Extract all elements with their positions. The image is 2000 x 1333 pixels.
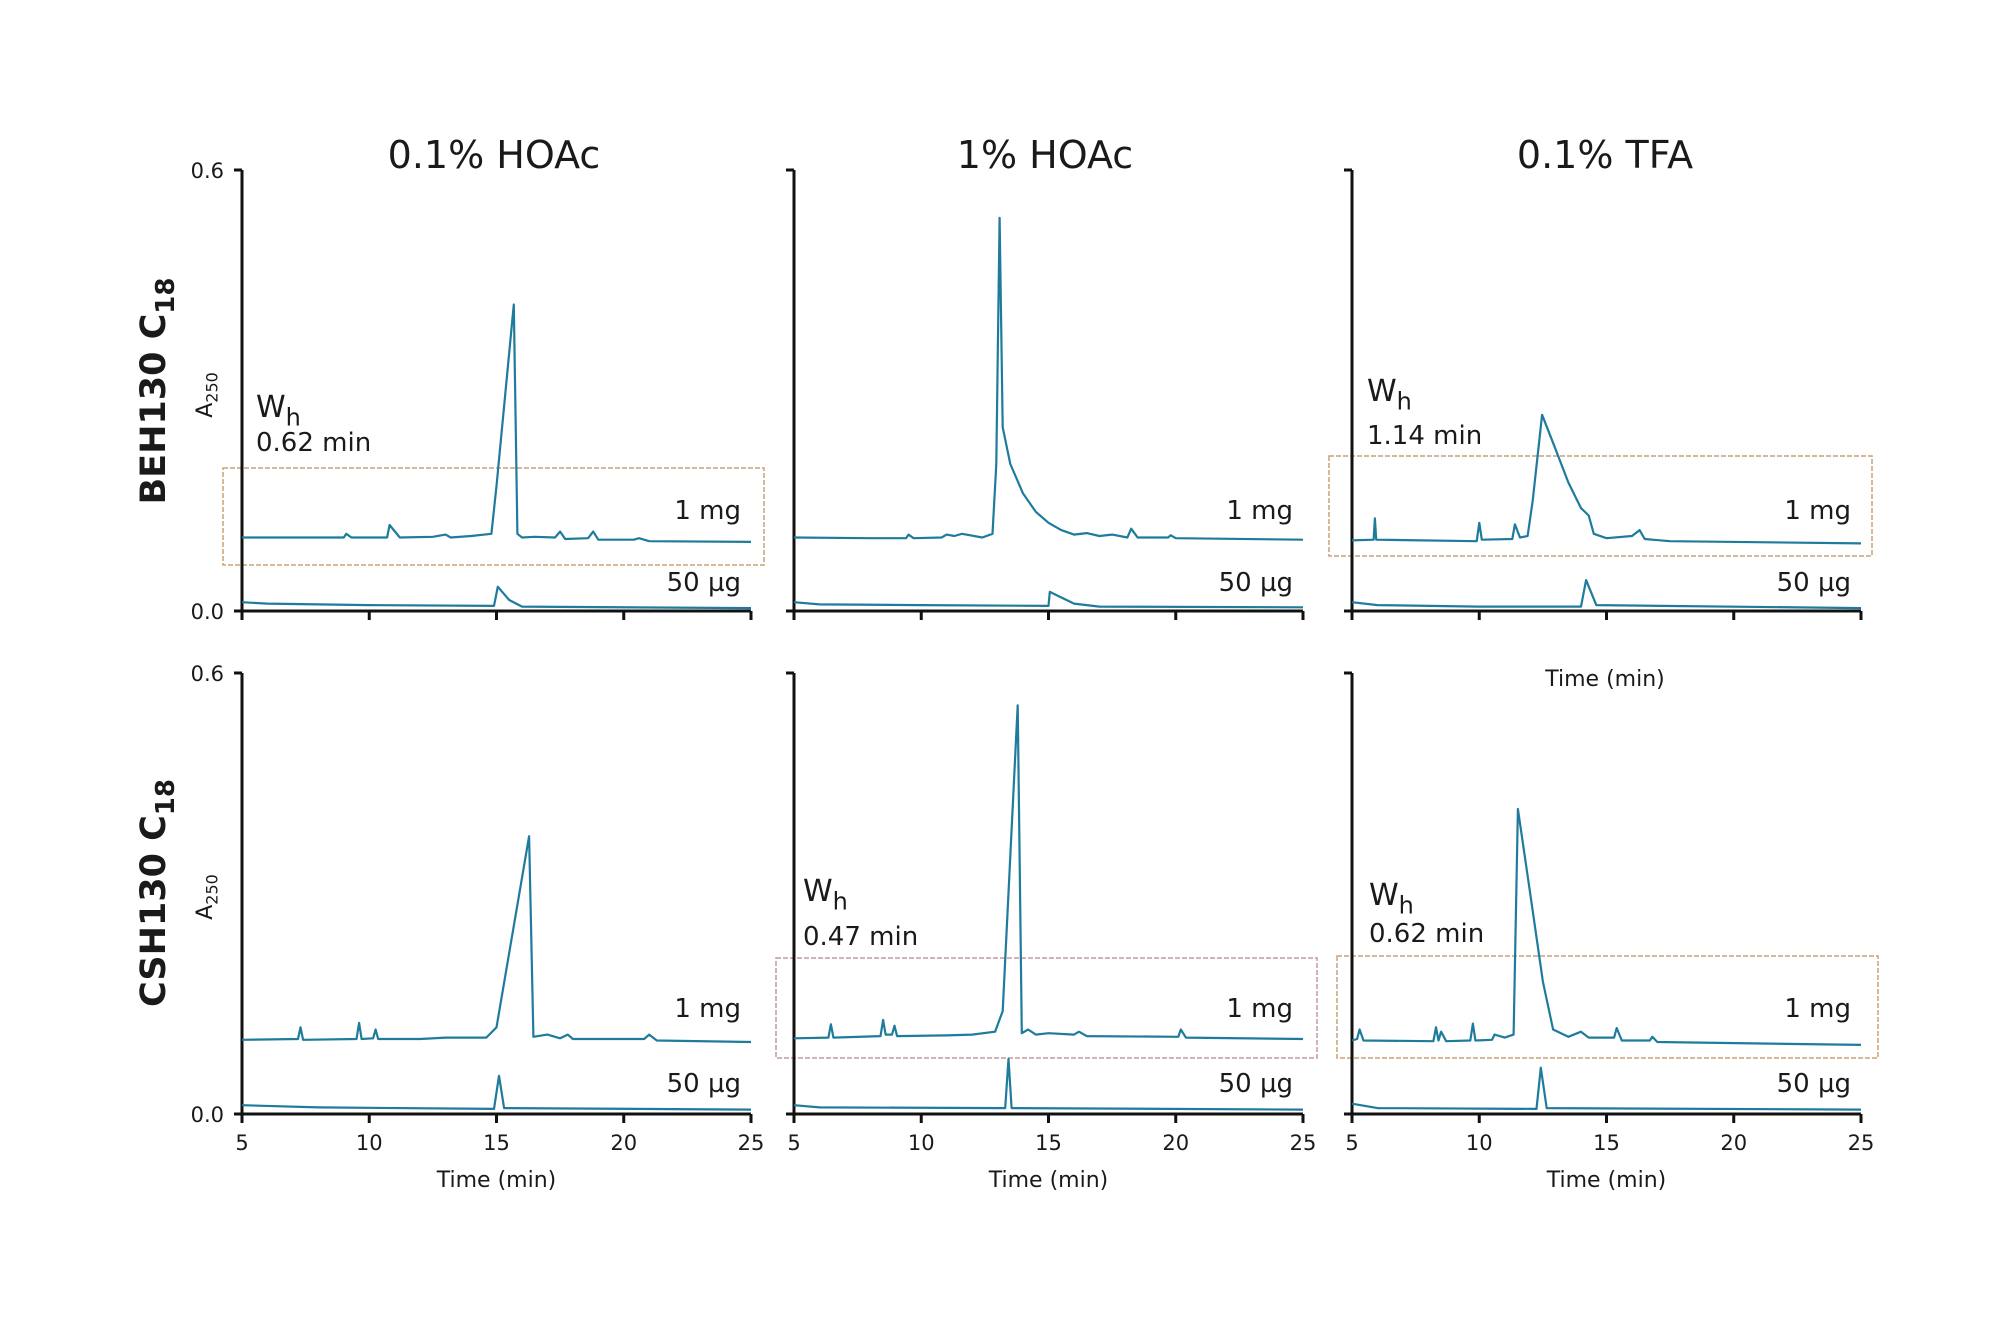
series-label: 1 mg (1226, 994, 1293, 1024)
x-tick-label: 10 (908, 1131, 935, 1155)
x-tick-label: 10 (1466, 1131, 1493, 1155)
trace-50ug (241, 585, 752, 610)
x-tick-label: 15 (483, 1131, 510, 1155)
wh-label: Wh (1369, 878, 1414, 919)
trace-50ug (793, 590, 1304, 609)
trace-50ug (793, 1057, 1304, 1111)
series-label: 50 µg (1777, 568, 1851, 598)
wh-value: 0.62 min (256, 428, 371, 458)
panel-0-0 (222, 168, 765, 620)
panel-1-0 (234, 671, 753, 1123)
series-label: 50 µg (667, 568, 741, 598)
series-label: 50 µg (1219, 1069, 1293, 1099)
series-label: 1 mg (674, 994, 741, 1024)
half-width-highlight-box (222, 467, 765, 566)
y-axis-label: A250 (193, 372, 222, 418)
wh-label: Wh (256, 390, 301, 431)
x-tick-label: 5 (235, 1131, 248, 1155)
half-width-highlight-box (1336, 955, 1879, 1059)
x-tick-label: 15 (1035, 1131, 1062, 1155)
trace-1mg (1351, 413, 1862, 545)
panel-0-2 (1328, 168, 1873, 620)
x-axis-label: Time (min) (436, 1168, 557, 1193)
column-title: 0.1% TFA (1517, 133, 1693, 177)
wh-value: 0.47 min (803, 922, 918, 952)
trace-50ug (1351, 579, 1862, 610)
series-label: 1 mg (1784, 496, 1851, 526)
column-title: 0.1% HOAc (388, 133, 601, 177)
series-label: 50 µg (667, 1069, 741, 1099)
x-tick-label: 5 (787, 1131, 800, 1155)
x-tick-label: 25 (738, 1131, 765, 1155)
x-tick-label: 10 (356, 1131, 383, 1155)
trace-1mg (793, 216, 1304, 541)
half-width-highlight-box (775, 957, 1318, 1059)
wh-value: 0.62 min (1369, 919, 1484, 949)
y-tick-label: 0.6 (191, 662, 224, 686)
panel-1-1 (775, 671, 1318, 1123)
x-tick-label: 25 (1848, 1131, 1875, 1155)
x-axis-label: Time (min) (1546, 1168, 1667, 1193)
x-axis-label-stray: Time (min) (1544, 667, 1665, 692)
series-label: 50 µg (1777, 1069, 1851, 1099)
x-tick-label: 20 (1162, 1131, 1189, 1155)
trace-50ug (1351, 1066, 1862, 1111)
series-label: 1 mg (674, 496, 741, 526)
x-tick-label: 20 (1720, 1131, 1747, 1155)
wh-value: 1.14 min (1367, 421, 1482, 451)
x-tick-label: 20 (610, 1131, 637, 1155)
series-label: 1 mg (1226, 496, 1293, 526)
trace-1mg (242, 303, 752, 543)
trace-50ug (241, 1074, 752, 1111)
x-tick-label: 5 (1345, 1131, 1358, 1155)
y-axis-label: A250 (193, 874, 222, 920)
trace-1mg (793, 704, 1304, 1041)
y-tick-label: 0.6 (191, 159, 224, 183)
y-tick-label: 0.0 (191, 600, 224, 624)
x-tick-label: 25 (1290, 1131, 1317, 1155)
panel-1-2 (1336, 671, 1879, 1123)
panel-0-1 (786, 168, 1305, 620)
x-tick-label: 15 (1593, 1131, 1620, 1155)
row-label: BEH130 C18 (134, 278, 181, 505)
column-title: 1% HOAc (957, 133, 1133, 177)
row-label: CSH130 C18 (134, 779, 181, 1007)
series-label: 50 µg (1219, 568, 1293, 598)
half-width-highlight-box (1328, 455, 1873, 557)
x-axis-label: Time (min) (988, 1168, 1109, 1193)
wh-label: Wh (1367, 374, 1412, 415)
trace-1mg (1351, 807, 1862, 1046)
y-tick-label: 0.0 (191, 1103, 224, 1127)
series-label: 1 mg (1784, 994, 1851, 1024)
wh-label: Wh (803, 874, 848, 915)
trace-1mg (241, 835, 752, 1044)
